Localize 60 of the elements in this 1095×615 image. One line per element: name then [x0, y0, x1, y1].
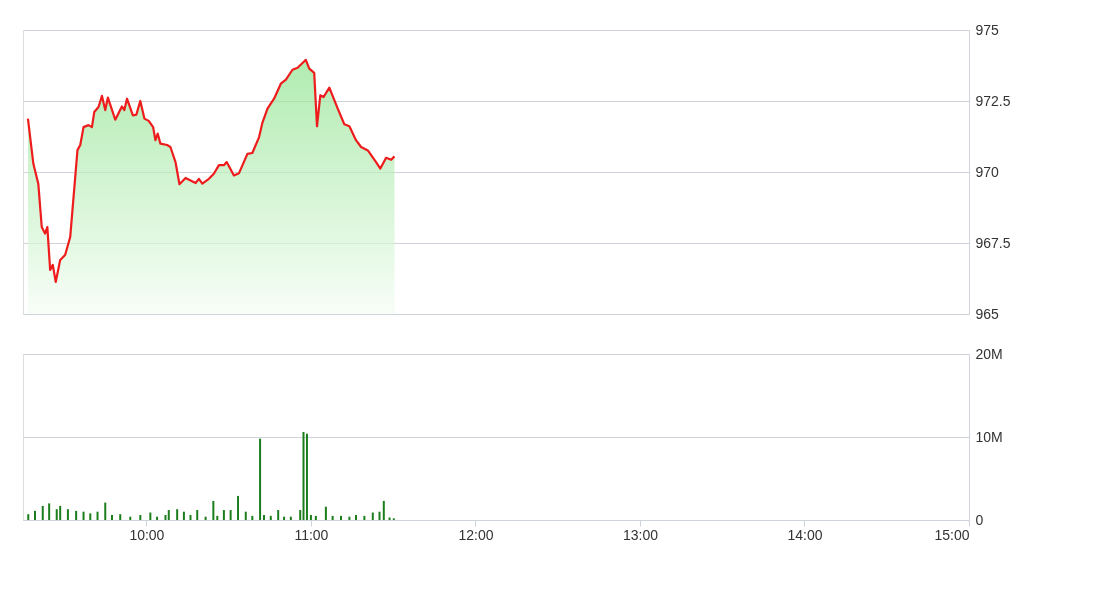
y-tick-label: 967.5	[975, 234, 1011, 251]
bar	[305, 433, 308, 520]
bar	[27, 514, 30, 520]
bar	[314, 515, 317, 520]
y-tick-label: 10M	[975, 428, 1003, 445]
bar	[371, 512, 374, 520]
y-tick-label: 0	[975, 511, 984, 528]
bar	[48, 503, 51, 520]
bar	[104, 502, 107, 520]
bar	[324, 506, 327, 520]
y-tick-label: 20M	[975, 345, 1003, 362]
bar	[176, 509, 179, 520]
bar	[149, 512, 152, 520]
bar	[55, 509, 58, 520]
bar	[259, 438, 262, 520]
bar	[222, 510, 225, 520]
bar	[96, 511, 99, 520]
bar	[34, 510, 37, 520]
bar	[59, 505, 62, 520]
bar	[111, 515, 114, 520]
bar	[354, 515, 357, 520]
bar	[139, 515, 142, 520]
x-tick-label: 15:00	[934, 526, 970, 543]
bar	[196, 510, 199, 520]
bar	[229, 510, 232, 520]
bar	[167, 510, 170, 520]
bar	[189, 515, 192, 520]
bar	[216, 515, 219, 520]
bar	[378, 511, 381, 520]
bar	[119, 514, 122, 520]
y-tick-label: 965	[975, 305, 1000, 322]
bar	[237, 495, 240, 520]
bar	[212, 500, 215, 520]
bar	[182, 511, 185, 520]
bar	[41, 505, 44, 520]
bar	[263, 515, 266, 520]
bar	[269, 515, 272, 520]
bar	[363, 515, 366, 520]
bar	[340, 515, 343, 520]
y-tick-label: 970	[975, 163, 1000, 180]
bar	[75, 510, 78, 520]
y-tick-label: 972.5	[975, 92, 1011, 109]
bar	[299, 510, 302, 520]
bar	[277, 510, 280, 520]
x-tick-label: 14:00	[787, 526, 823, 543]
bar	[382, 500, 385, 520]
bar	[302, 432, 305, 520]
x-tick-label: 10:00	[129, 526, 165, 543]
bar	[251, 515, 254, 520]
bar	[331, 515, 334, 520]
bar	[244, 511, 247, 520]
x-tick-label: 12:00	[458, 526, 494, 543]
x-tick-label: 13:00	[622, 526, 659, 543]
bar	[89, 513, 92, 520]
bar	[309, 515, 312, 520]
bar	[82, 511, 85, 520]
bar	[66, 509, 69, 520]
y-tick-label: 975	[975, 21, 1000, 38]
x-tick-label: 11:00	[294, 526, 329, 543]
bar	[164, 515, 167, 520]
